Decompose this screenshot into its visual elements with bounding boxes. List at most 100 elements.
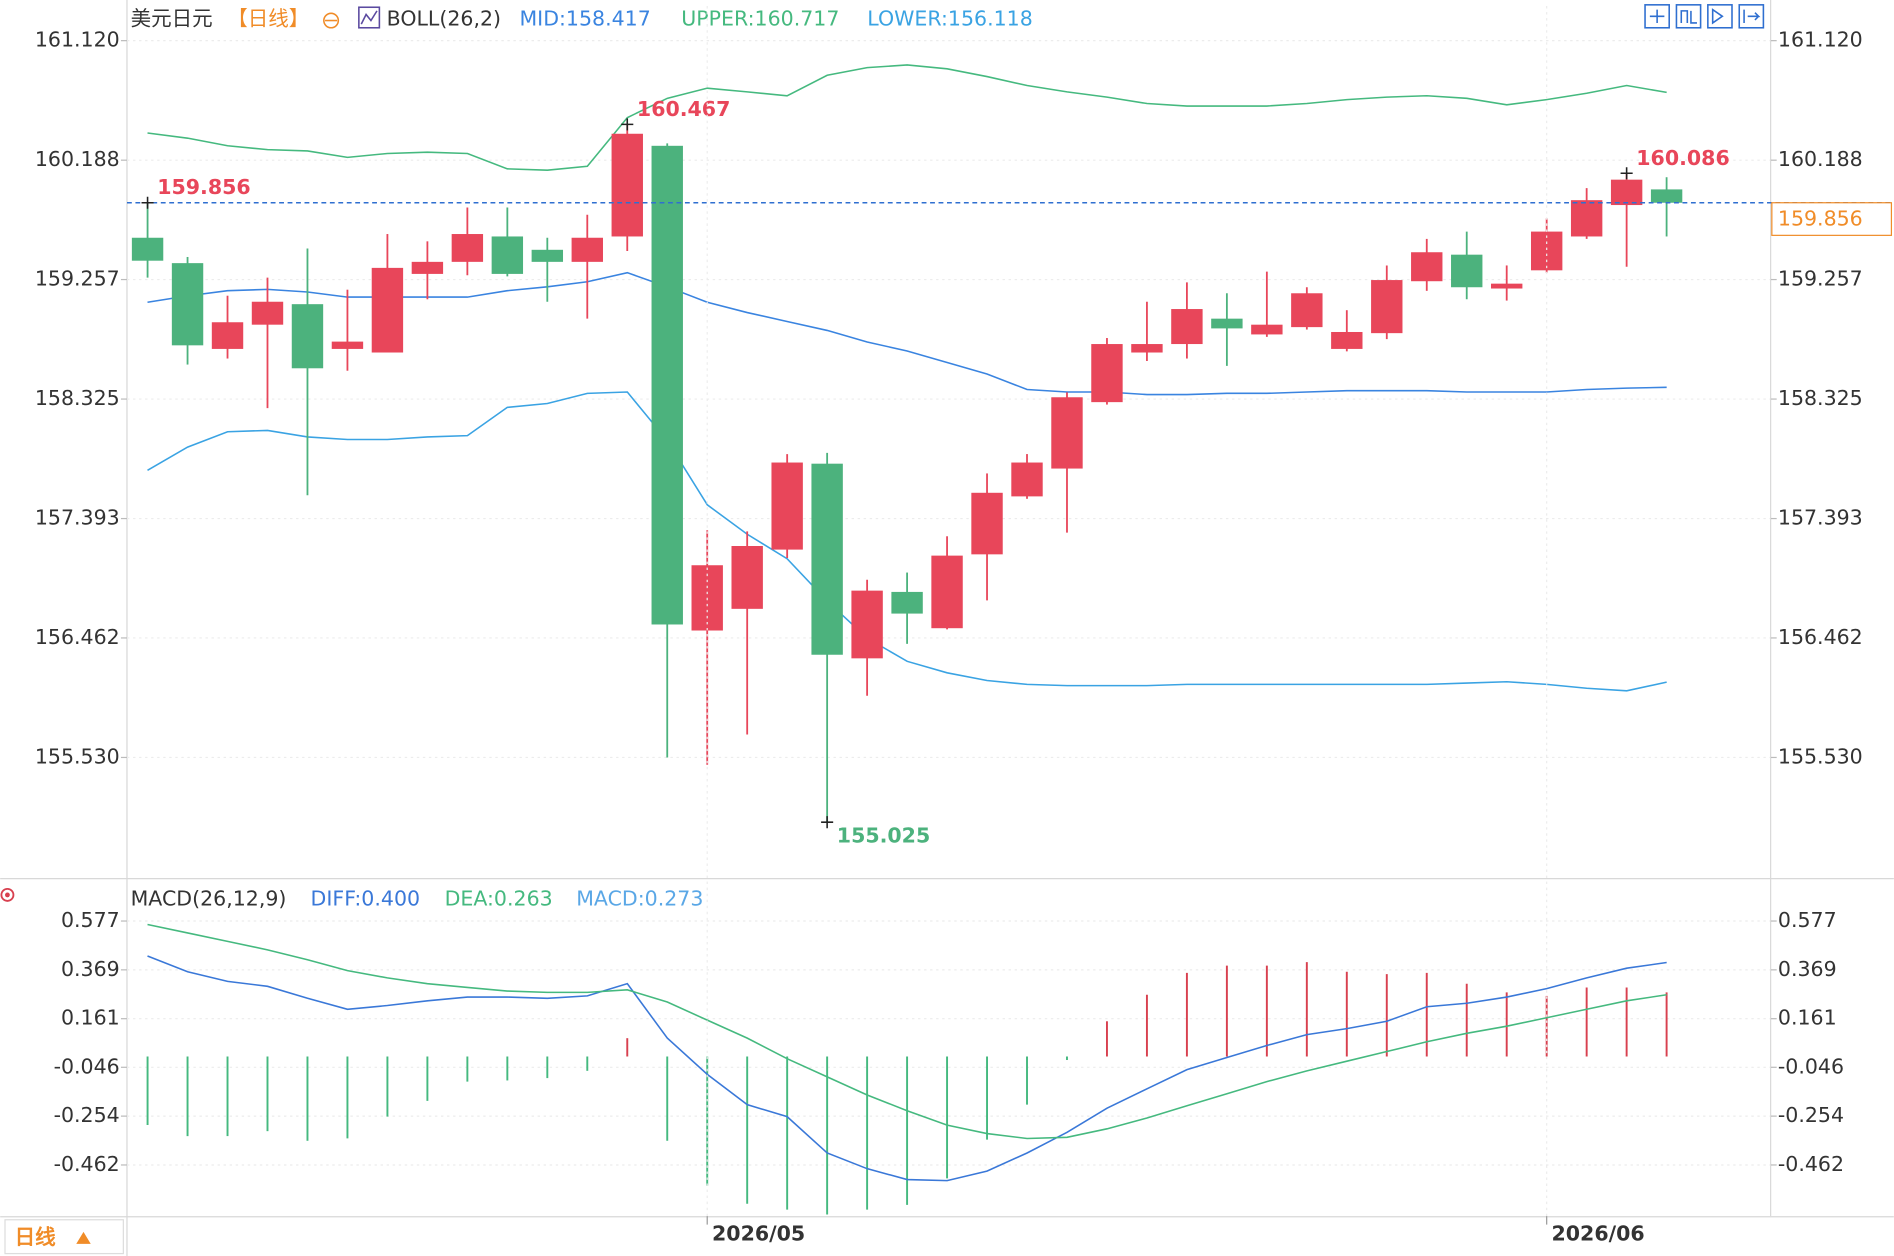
candle-body bbox=[1570, 200, 1603, 237]
y-tick-label: 158.325 bbox=[35, 386, 120, 410]
y-tick-label: 160.188 bbox=[1778, 147, 1863, 171]
y-tick-label: 161.120 bbox=[1778, 28, 1863, 52]
toolbar-button[interactable] bbox=[1675, 4, 1702, 29]
candle-body bbox=[1411, 252, 1443, 282]
indicator-label: BOLL(26,2) bbox=[387, 6, 501, 30]
y-tick-label: 0.369 bbox=[1778, 957, 1837, 981]
period-icon[interactable] bbox=[323, 12, 340, 29]
indicator-icon-line bbox=[360, 10, 378, 25]
candle-body bbox=[931, 555, 963, 629]
macd-title: MACD(26,12,9) bbox=[131, 887, 287, 911]
candle-body bbox=[1491, 283, 1523, 289]
y-tick-label: -0.462 bbox=[1778, 1152, 1844, 1176]
candle-body bbox=[611, 133, 643, 237]
boll-line bbox=[147, 391, 1667, 692]
candle-body bbox=[571, 237, 603, 262]
extreme-label: 155.025 bbox=[837, 824, 930, 848]
candle-body bbox=[1211, 318, 1243, 329]
y-tick-label: -0.046 bbox=[54, 1054, 120, 1078]
macd-line bbox=[147, 923, 1667, 1140]
y-tick-label: 156.462 bbox=[1778, 625, 1863, 649]
period-label[interactable]: 【日线】 bbox=[227, 6, 309, 30]
candle-body bbox=[1131, 344, 1163, 353]
candle-body bbox=[1051, 397, 1083, 469]
y-tick-label: 160.188 bbox=[35, 147, 120, 171]
candle-body bbox=[1011, 462, 1043, 497]
candle-body bbox=[491, 236, 524, 274]
candle-body bbox=[1251, 324, 1283, 335]
period-button[interactable] bbox=[4, 1219, 124, 1255]
boll-line bbox=[147, 64, 1667, 171]
candle-body bbox=[851, 590, 883, 659]
extreme-marker bbox=[1620, 167, 1633, 180]
legend-entry: MID:158.417 bbox=[519, 6, 650, 30]
y-tick-label: -0.254 bbox=[1778, 1103, 1844, 1127]
symbol-title: 美元日元 bbox=[131, 6, 213, 30]
candle-body bbox=[451, 234, 484, 262]
y-tick-label: 0.577 bbox=[61, 908, 120, 932]
candle-body bbox=[251, 301, 284, 325]
y-tick-label: 158.325 bbox=[1778, 386, 1863, 410]
y-tick-label: -0.462 bbox=[54, 1152, 120, 1176]
y-tick-label: 159.257 bbox=[1778, 267, 1863, 291]
legend-entry: DIFF:0.400 bbox=[311, 887, 421, 911]
candle-body bbox=[331, 341, 364, 349]
extreme-label: 159.856 bbox=[157, 175, 250, 199]
y-tick-label: 0.161 bbox=[61, 1006, 120, 1030]
extreme-marker bbox=[141, 196, 154, 209]
candle-body bbox=[1451, 254, 1483, 288]
candle-body bbox=[1650, 189, 1683, 203]
y-tick-label: 155.530 bbox=[35, 744, 120, 768]
candle-body bbox=[171, 263, 204, 346]
x-tick-label: 2026/06 bbox=[1552, 1221, 1645, 1245]
candle-body bbox=[411, 261, 444, 274]
extreme-marker bbox=[621, 118, 634, 131]
y-tick-label: 157.393 bbox=[35, 506, 120, 530]
extreme-label: 160.467 bbox=[637, 97, 730, 121]
toolbar bbox=[1644, 4, 1765, 29]
y-tick-label: 156.462 bbox=[35, 625, 120, 649]
panel-icon[interactable] bbox=[0, 887, 15, 902]
candle-body bbox=[891, 591, 923, 614]
y-tick-label: 0.161 bbox=[1778, 1006, 1837, 1030]
candle-body bbox=[531, 249, 564, 262]
legend-entry: LOWER:156.118 bbox=[867, 6, 1032, 30]
last-price-tag bbox=[1771, 202, 1893, 236]
y-tick-label: 161.120 bbox=[35, 28, 120, 52]
y-tick-label: 157.393 bbox=[1778, 506, 1863, 530]
candle-body bbox=[211, 322, 244, 349]
last-price-label: 159.856 bbox=[1778, 207, 1863, 231]
candle-body bbox=[651, 145, 683, 625]
extreme-marker bbox=[821, 816, 834, 829]
y-tick-label: 0.369 bbox=[61, 957, 120, 981]
extreme-label: 160.086 bbox=[1636, 146, 1729, 170]
legend-entry: DEA:0.263 bbox=[445, 887, 553, 911]
y-tick-label: 155.530 bbox=[1778, 744, 1863, 768]
y-tick-label: 159.257 bbox=[35, 267, 120, 291]
y-tick-label: 0.577 bbox=[1778, 908, 1837, 932]
y-tick-label: -0.254 bbox=[54, 1103, 120, 1127]
candle-body bbox=[771, 462, 803, 550]
candle-body bbox=[1091, 344, 1123, 403]
legend-entry: MACD:0.273 bbox=[576, 887, 703, 911]
candle-body bbox=[1610, 179, 1643, 206]
legend-entry: UPPER:160.717 bbox=[681, 6, 839, 30]
candle-body bbox=[1371, 280, 1403, 334]
candle-body bbox=[371, 267, 404, 353]
panel-icon-dot bbox=[5, 892, 10, 898]
macd-line bbox=[147, 955, 1667, 1182]
candle-body bbox=[1530, 231, 1563, 271]
candle-body bbox=[291, 304, 324, 369]
candle-body bbox=[971, 492, 1003, 555]
candle-body bbox=[731, 546, 763, 609]
candle-body bbox=[811, 463, 843, 655]
toolbar-glyphs bbox=[1649, 8, 1761, 25]
candle-body bbox=[1331, 331, 1363, 349]
candle-body bbox=[1171, 309, 1203, 345]
x-tick-label: 2026/05 bbox=[712, 1221, 805, 1245]
period-button-label[interactable]: 日线 bbox=[15, 1225, 57, 1249]
candle-body bbox=[1291, 293, 1323, 328]
y-tick-label: -0.046 bbox=[1778, 1054, 1844, 1078]
